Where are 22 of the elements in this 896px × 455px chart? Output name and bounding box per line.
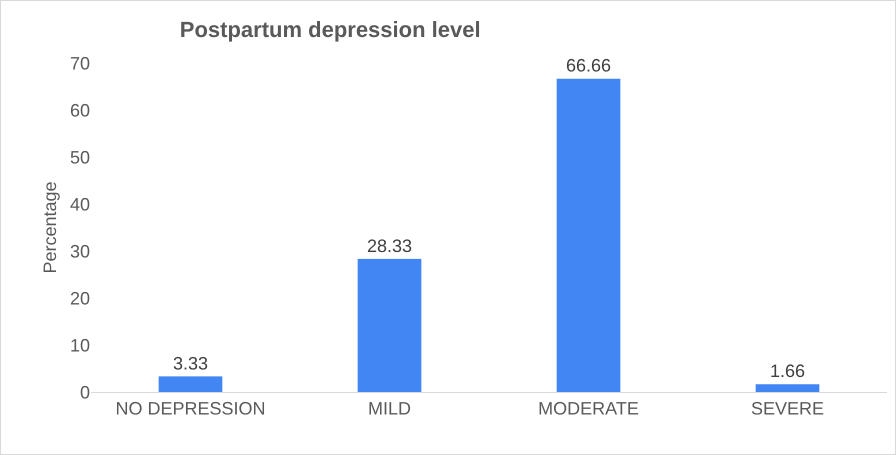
chart-title: Postpartum depression level: [180, 16, 481, 42]
data-label: 3.33: [172, 353, 208, 374]
bar: [158, 376, 222, 392]
x-tick-label: SEVERE: [750, 398, 824, 419]
y-tick-label: 0: [80, 382, 90, 402]
y-tick-label: 60: [70, 100, 90, 120]
x-tick-label: NO DEPRESSION: [115, 398, 266, 419]
bar: [358, 258, 422, 392]
y-tick-label: 10: [70, 335, 90, 356]
y-tick-label: 40: [70, 194, 90, 214]
y-tick-label: 70: [70, 53, 90, 74]
y-axis-title: Percentage: [40, 181, 60, 274]
data-label: 1.66: [770, 361, 806, 382]
bar: [556, 78, 620, 392]
data-label: 28.33: [366, 236, 412, 256]
x-tick-label: MILD: [368, 398, 412, 419]
x-tick-label: MODERATE: [538, 398, 639, 419]
data-label: 66.66: [566, 56, 612, 76]
y-tick-label: 30: [70, 241, 90, 262]
bar: [756, 384, 820, 392]
y-tick-label: 20: [70, 288, 90, 308]
y-tick-label: 50: [70, 147, 90, 168]
